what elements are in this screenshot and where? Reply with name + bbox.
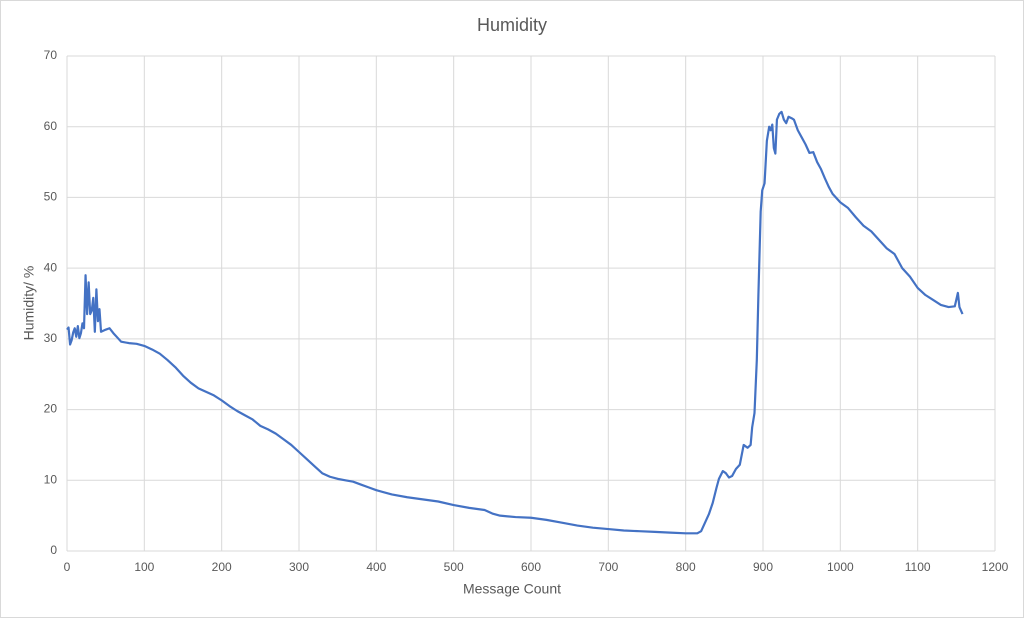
x-tick-label: 700: [598, 560, 618, 574]
y-tick-label: 10: [44, 472, 58, 486]
y-tick-label: 50: [44, 190, 58, 204]
x-tick-label: 1100: [905, 560, 931, 574]
y-tick-label: 70: [44, 48, 58, 62]
x-tick-label: 600: [521, 560, 541, 574]
x-axis-title: Message Count: [463, 581, 561, 597]
chart-title: Humidity: [477, 15, 547, 35]
y-tick-label: 30: [44, 331, 58, 345]
y-tick-label: 60: [44, 119, 58, 133]
y-axis-title: Humidity/ %: [21, 266, 37, 341]
x-tick-label: 0: [64, 560, 71, 574]
x-tick-label: 1200: [982, 560, 1009, 574]
x-tick-label: 100: [134, 560, 154, 574]
y-tick-label: 20: [44, 402, 58, 416]
y-tick-label: 0: [50, 543, 57, 557]
x-tick-label: 300: [289, 560, 309, 574]
data-line: [66, 110, 964, 535]
x-tick-label: 400: [366, 560, 386, 574]
x-tick-label: 900: [753, 560, 773, 574]
x-tick-label: 1000: [827, 560, 854, 574]
x-tick-label: 200: [212, 560, 232, 574]
x-tick-label: 500: [444, 560, 464, 574]
y-tick-label: 40: [44, 260, 58, 274]
x-tick-label: 800: [676, 560, 696, 574]
